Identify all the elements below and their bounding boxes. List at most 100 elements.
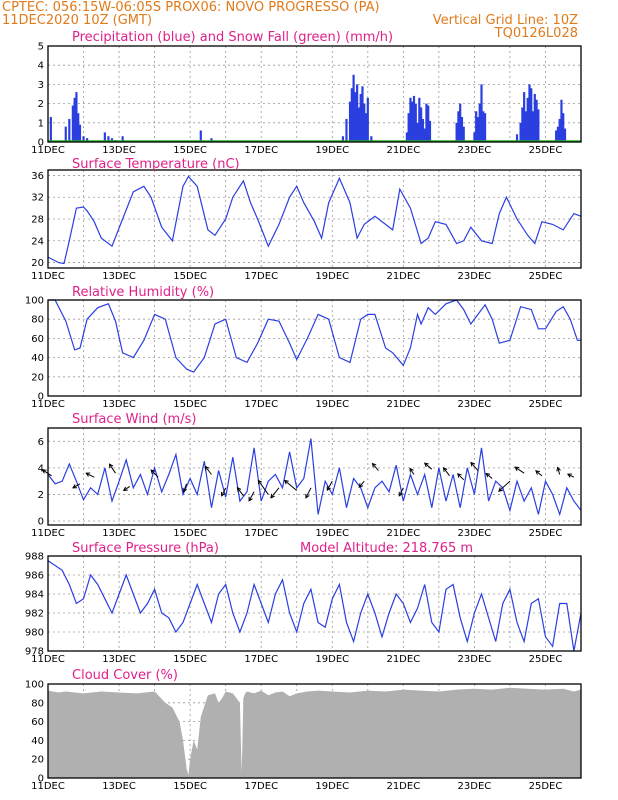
precip-bar bbox=[359, 94, 362, 142]
x-tick-label: 17DEC bbox=[244, 528, 278, 539]
precip-bar bbox=[523, 92, 526, 142]
x-tick-label: 25DEC bbox=[529, 654, 563, 665]
y-tick-label: 0 bbox=[38, 774, 44, 785]
y-tick-label: 1 bbox=[38, 118, 44, 129]
header-model-id: TQ0126L028 bbox=[494, 26, 578, 41]
wind-arrow bbox=[85, 472, 95, 478]
y-tick-label: 0 bbox=[38, 517, 44, 528]
wind-arrow bbox=[326, 480, 333, 492]
wind-arrow bbox=[108, 463, 116, 474]
precip-bar bbox=[563, 128, 567, 142]
x-tick-label: 21DEC bbox=[386, 528, 420, 539]
x-tick-label: 19DEC bbox=[315, 654, 349, 665]
x-tick-label: 11DEC bbox=[31, 654, 65, 665]
wind-series-line bbox=[47, 438, 582, 517]
x-tick-label: 13DEC bbox=[102, 271, 136, 282]
wind-arrow bbox=[248, 491, 255, 502]
panel-wind: 0 2 4 6 11DEC 13DEC 15DEC 17DEC 19DEC 21DEC 23DEC 2… bbox=[31, 412, 582, 539]
y-tick-label: 978 bbox=[25, 647, 44, 658]
precip-bar bbox=[77, 113, 80, 142]
panel-title: Surface Temperature (nC) bbox=[72, 157, 240, 172]
y-tick-label: 40 bbox=[31, 736, 44, 747]
precip-bar bbox=[483, 113, 487, 142]
wind-arrow bbox=[514, 466, 525, 474]
x-tick-label: 23DEC bbox=[458, 145, 492, 156]
precip-bar bbox=[71, 105, 74, 142]
x-tick-label: 13DEC bbox=[102, 654, 136, 665]
wind-arrow bbox=[358, 480, 365, 488]
panel-cloud_cover: 0 20 40 60 80 100 11DEC 13DEC 15DEC 17DEC 19DEC 21D… bbox=[25, 668, 582, 792]
precip-bar bbox=[521, 107, 524, 142]
panel-frame bbox=[47, 45, 582, 143]
precip-bar bbox=[49, 117, 52, 142]
precip-bar bbox=[480, 84, 483, 142]
y-tick-label: 982 bbox=[25, 609, 44, 620]
y-tick-label: 32 bbox=[31, 193, 44, 204]
x-tick-label: 11DEC bbox=[31, 781, 65, 792]
x-tick-label: 15DEC bbox=[173, 654, 207, 665]
precip-bar bbox=[407, 113, 410, 142]
precip-bar bbox=[558, 118, 561, 142]
wind-arrow bbox=[371, 462, 379, 471]
precip-bar bbox=[418, 97, 421, 142]
wind-arrow bbox=[498, 480, 511, 492]
precip-bar bbox=[366, 97, 369, 142]
x-tick-label: 25DEC bbox=[529, 145, 563, 156]
x-tick-label: 15DEC bbox=[173, 399, 207, 410]
panel-pressure: 978 980 982 984 986 988 11DEC 13DEC 15DEC 17DEC 19… bbox=[25, 541, 582, 665]
wind-arrow bbox=[423, 462, 433, 470]
x-tick-label: 13DEC bbox=[102, 528, 136, 539]
precip-bar bbox=[364, 113, 368, 142]
x-tick-label: 11DEC bbox=[31, 271, 65, 282]
precip-bar bbox=[524, 111, 528, 142]
y-tick-label: 80 bbox=[31, 315, 44, 326]
x-tick-label: 19DEC bbox=[315, 528, 349, 539]
precip-bar bbox=[352, 74, 355, 142]
y-tick-label: 60 bbox=[31, 717, 44, 728]
x-tick-label: 21DEC bbox=[386, 271, 420, 282]
y-tick-label: 0 bbox=[38, 392, 44, 403]
x-tick-label: 19DEC bbox=[315, 399, 349, 410]
precip-bar bbox=[405, 132, 408, 142]
wind-arrow bbox=[182, 483, 188, 493]
precip-bar bbox=[361, 86, 364, 142]
cloud-cover-area bbox=[48, 687, 581, 778]
wind-arrow bbox=[556, 466, 561, 475]
wind-arrow bbox=[41, 469, 52, 477]
precip-bar bbox=[528, 84, 531, 142]
panel-frame bbox=[47, 683, 582, 779]
precip-bar bbox=[460, 117, 464, 142]
precip-bar bbox=[478, 103, 481, 142]
y-tick-label: 100 bbox=[25, 680, 44, 691]
precip-bar bbox=[555, 130, 558, 142]
panel-frame bbox=[47, 299, 582, 397]
y-tick-label: 2 bbox=[38, 99, 44, 110]
wind-arrow bbox=[204, 465, 212, 475]
relative_humidity-series-line bbox=[48, 299, 581, 373]
precip-bar bbox=[370, 136, 373, 142]
precip-bar bbox=[423, 128, 426, 142]
wind-arrow bbox=[566, 473, 575, 478]
precip-bar bbox=[562, 113, 565, 142]
precip-bar bbox=[416, 122, 419, 142]
precip-bar bbox=[110, 138, 114, 142]
header-location: CPTEC: 056:15W-06:05S PROX06: NOVO PROGR… bbox=[2, 0, 380, 15]
precip-bar bbox=[350, 88, 353, 142]
precip-bar bbox=[473, 132, 476, 142]
y-tick-label: 100 bbox=[25, 296, 44, 307]
x-tick-label: 25DEC bbox=[529, 781, 563, 792]
wind-arrow bbox=[535, 470, 543, 477]
panel-temperature: 20 24 28 32 36 11DEC 13DEC 15DEC 17DEC 19DEC 21DEC… bbox=[31, 157, 582, 282]
precip-bar bbox=[457, 111, 460, 142]
wind-arrow bbox=[470, 461, 479, 471]
precip-bar bbox=[199, 130, 202, 142]
y-tick-label: 20 bbox=[31, 372, 44, 383]
x-tick-label: 21DEC bbox=[386, 399, 420, 410]
x-tick-label: 19DEC bbox=[315, 271, 349, 282]
x-tick-label: 15DEC bbox=[173, 781, 207, 792]
precip-bar bbox=[462, 126, 465, 142]
x-tick-label: 19DEC bbox=[315, 145, 349, 156]
wind-arrow bbox=[283, 479, 298, 491]
panel-frame bbox=[47, 169, 582, 269]
